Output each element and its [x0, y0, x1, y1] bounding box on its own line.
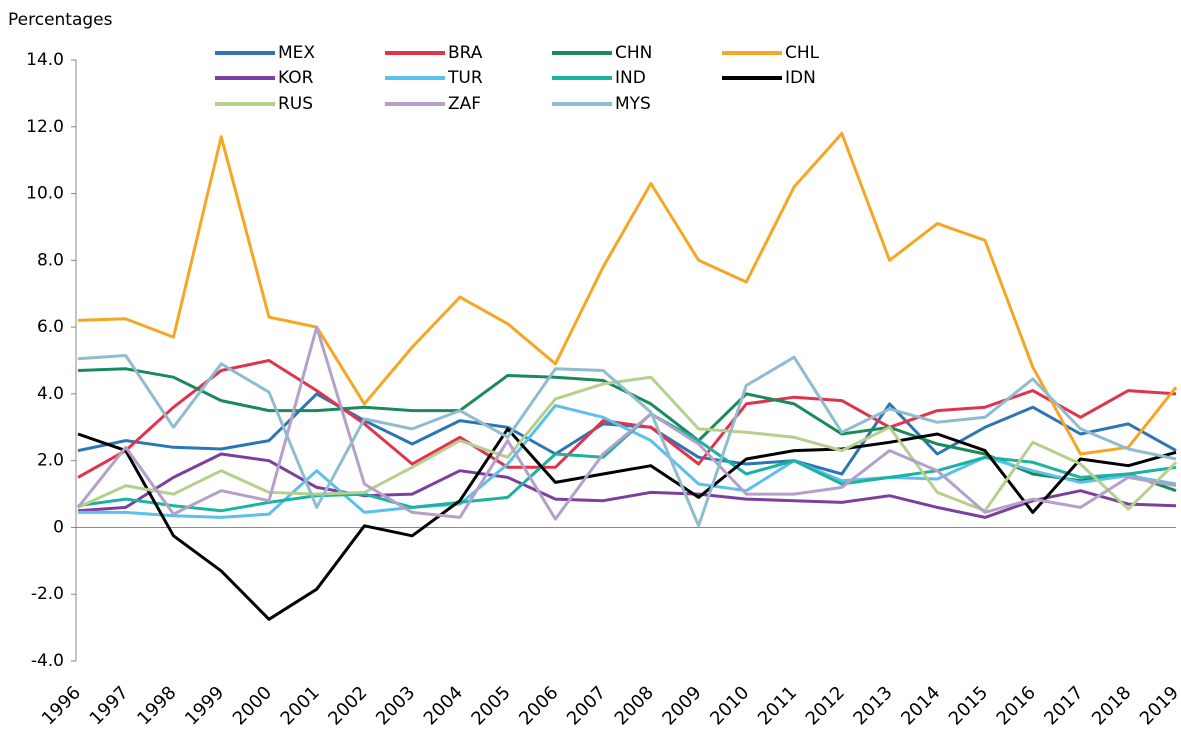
legend-label: CHL — [785, 43, 820, 63]
series-line — [77, 354, 1177, 528]
x-tick-label: 2015 — [945, 682, 992, 726]
series-line — [76, 325, 1177, 521]
y-tick-label: -4.0 — [31, 651, 64, 671]
x-tick-label: 1999 — [181, 682, 228, 726]
x-tick-label: 1997 — [86, 682, 133, 726]
legend-label: BRA — [448, 43, 483, 63]
y-tick-label: 2.0 — [37, 451, 64, 471]
legend-label: KOR — [278, 68, 314, 88]
x-tick-label: 2018 — [1088, 682, 1135, 726]
legend-label: IDN — [785, 68, 816, 88]
y-tick-label: 4.0 — [37, 384, 64, 404]
y-axis-label: Percentages — [8, 10, 113, 30]
x-tick-label: 2017 — [1040, 682, 1087, 726]
x-tick-label: 2008 — [611, 682, 658, 726]
y-tick-label: -2.0 — [31, 584, 64, 604]
y-tick-label: 10.0 — [26, 184, 64, 204]
x-tick-label: 2002 — [324, 682, 371, 726]
x-tick-label: 2004 — [420, 682, 467, 726]
x-tick-label: 2006 — [515, 682, 562, 726]
series-line — [77, 132, 1178, 456]
x-tick-label: 2001 — [277, 682, 324, 726]
series-line — [77, 427, 1177, 621]
x-tick-label: 2014 — [897, 682, 944, 726]
x-tick-label: 2007 — [563, 682, 610, 726]
y-tick-label: 6.0 — [37, 317, 64, 337]
legend-label: MEX — [278, 43, 315, 63]
x-tick-label: 2011 — [754, 682, 801, 726]
x-tick-label: 2019 — [1136, 682, 1181, 726]
legend-label: RUS — [278, 94, 313, 114]
x-tick-label: 1998 — [133, 682, 180, 726]
x-tick-label: 2010 — [706, 682, 753, 726]
y-tick-label: 8.0 — [37, 250, 64, 270]
x-tick-label: 2009 — [658, 682, 705, 726]
y-tick-label: 0 — [53, 517, 64, 537]
series-line — [77, 359, 1177, 479]
legend-label: TUR — [447, 68, 483, 88]
x-tick-label: 2005 — [467, 682, 514, 726]
series-line — [77, 375, 1178, 513]
y-tick-label: 14.0 — [26, 50, 64, 70]
x-tick-label: 2003 — [372, 682, 419, 726]
x-tick-label: 1996 — [38, 682, 85, 726]
legend-label: ZAF — [448, 94, 481, 114]
x-tick-label: 2013 — [849, 682, 896, 726]
y-tick-label: 12.0 — [26, 117, 64, 137]
series-line — [77, 452, 1177, 519]
x-tick-label: 2012 — [802, 682, 849, 726]
x-tick-label: 2000 — [229, 682, 276, 726]
series-line — [77, 392, 1177, 476]
legend-label: IND — [615, 68, 646, 88]
legend-label: MYS — [615, 94, 651, 114]
legend-label: CHN — [615, 43, 652, 63]
x-tick-label: 2016 — [993, 682, 1040, 726]
